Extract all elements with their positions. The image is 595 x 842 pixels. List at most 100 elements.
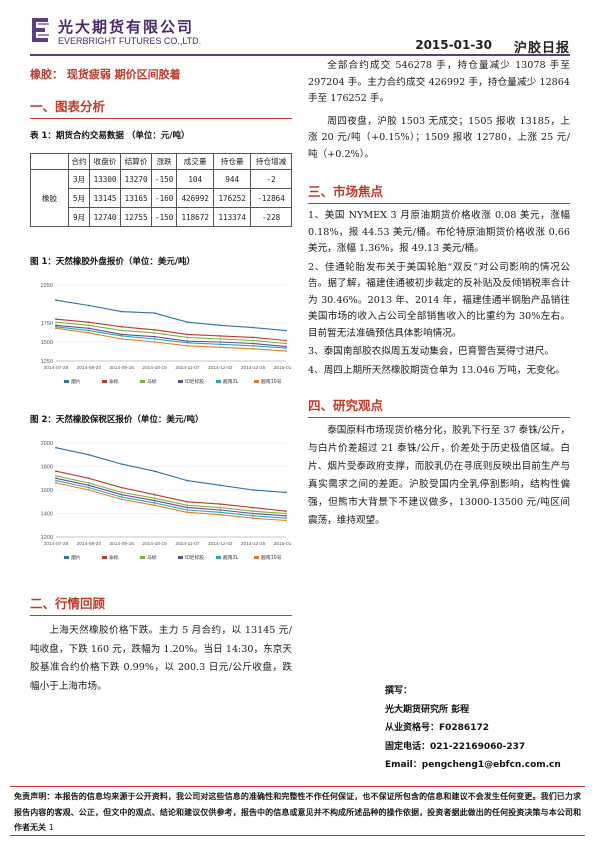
- legend-label: 烟片: [71, 554, 81, 561]
- data-point: [55, 446, 57, 449]
- data-point: [120, 329, 123, 332]
- data-point: [252, 326, 255, 329]
- disclaimer-text: 免责声明：本报告的信息均来源于公开资料，我公司对这些信息的准确性和完整性不作任何…: [14, 792, 581, 832]
- series-line: [55, 470, 287, 512]
- report-header: 光大期货有限公司 EVERBRIGHT FUTURES CO.,LTD. 201…: [30, 14, 570, 56]
- left-column: 橡胶： 现货疲弱 期价区间胶着 一、图表分析 表 1：期货合约交易数据 （单位：…: [30, 62, 292, 696]
- data-point: [219, 503, 222, 505]
- x-tick-label: 2014-10-15: [142, 541, 167, 547]
- data-point: [153, 493, 156, 496]
- x-tick-label: 2014-11-07: [175, 541, 200, 547]
- data-point: [153, 470, 156, 473]
- table-cell: -12864: [250, 188, 292, 208]
- legend-label: 越南3L: [223, 378, 239, 385]
- data-point: [285, 512, 287, 515]
- data-point: [219, 338, 222, 340]
- data-point: [186, 340, 189, 343]
- table-cell: -150: [151, 169, 178, 189]
- focus-item-3: 3、泰国南部胶农拟周五发动集会，巴育警告莫得寸进尺。: [308, 346, 554, 357]
- data-point: [87, 331, 90, 334]
- report-date: 2015-01-30: [415, 38, 492, 52]
- data-point: [120, 338, 123, 340]
- author-org: 光大期货研究所 彭程: [385, 704, 470, 715]
- chart1-caption: 图 1：天然橡胶外盘报价（单位：美元/吨）: [30, 257, 195, 267]
- series-line: [55, 475, 287, 515]
- right-column: 全部合约成交 546278 手，持仓量减少 13078 手至 297204 手。…: [308, 58, 570, 530]
- data-point: [252, 489, 255, 491]
- data-point: [285, 519, 287, 522]
- table-header-cell: 持仓增减: [250, 153, 292, 170]
- data-point: [55, 475, 57, 477]
- legend-label: 烟片: [71, 378, 81, 385]
- data-point: [120, 491, 123, 494]
- table-cell: 176252: [213, 188, 252, 208]
- data-point: [219, 324, 222, 327]
- disclaimer: 免责声明：本报告的信息均来源于公开资料，我公司对这些信息的准确性和完整性不作任何…: [10, 786, 585, 836]
- table-row: 5月 13145 13165 -160 426992 176252 -12864: [31, 188, 292, 208]
- data-point: [219, 511, 222, 514]
- table-product-cell: 橡胶: [30, 169, 69, 227]
- data-point: [153, 328, 156, 331]
- legend-label: 越南10号: [261, 378, 282, 385]
- table-cell: 13270: [120, 169, 153, 189]
- table-caption: 表 1：期货合约交易数据 （单位：元/吨）: [30, 131, 190, 141]
- data-point: [55, 470, 57, 473]
- legend-label: 泰标: [109, 378, 119, 385]
- author-email[interactable]: Email：pengcheng1@ebfcn.com.cn: [385, 760, 561, 771]
- legend-swatch: [140, 380, 145, 383]
- series-line: [55, 318, 287, 342]
- author-block: 撰写： 光大期货研究所 彭程 从业资格号：F0286172 固定电话：021-2…: [385, 683, 575, 776]
- series-line: [55, 480, 287, 519]
- legend-label: 马标: [147, 378, 157, 385]
- table-header-empty: [30, 153, 69, 170]
- section-divider: [30, 615, 292, 616]
- data-point: [55, 325, 57, 328]
- data-point: [186, 321, 189, 324]
- data-point: [186, 509, 189, 511]
- data-point: [55, 321, 57, 324]
- data-point: [120, 333, 123, 336]
- series-line: [55, 447, 287, 493]
- y-tick-label: 1250: [41, 359, 53, 365]
- data-point: [285, 347, 287, 349]
- table-cell: 944: [213, 169, 252, 189]
- section-market-focus: 三、市场焦点: [308, 181, 570, 204]
- legend-swatch: [216, 556, 221, 559]
- data-point: [55, 477, 57, 480]
- x-tick-label: 2014-08-20: [77, 365, 102, 371]
- table-cell: 3月: [67, 169, 91, 189]
- legend-swatch: [178, 556, 183, 559]
- series-line: [55, 321, 287, 345]
- table-cell: 12755: [120, 207, 153, 227]
- data-point: [153, 335, 156, 338]
- data-point: [252, 517, 255, 520]
- legend-swatch: [254, 380, 259, 383]
- data-point: [87, 482, 90, 484]
- data-point: [186, 500, 189, 503]
- table-cell: -150: [151, 207, 178, 227]
- data-point: [252, 336, 255, 339]
- data-point: [153, 338, 156, 340]
- y-tick-label: 1800: [41, 465, 53, 471]
- table-cell: -228: [250, 207, 292, 227]
- data-point: [285, 329, 287, 332]
- legend-swatch: [64, 380, 69, 383]
- x-tick-label: 2014-09-15: [109, 541, 134, 547]
- author-phone: 固定电话：021-22169060-237: [385, 741, 526, 752]
- data-point: [252, 347, 255, 350]
- data-point: [186, 344, 189, 347]
- x-tick-label: 2014-09-15: [109, 365, 134, 371]
- data-point: [120, 325, 123, 328]
- data-point: [186, 333, 189, 336]
- legend-label: 泰标: [109, 554, 119, 561]
- data-point: [252, 506, 255, 509]
- data-point: [55, 324, 57, 327]
- table-header-cell: 成交量: [176, 153, 215, 170]
- data-point: [219, 341, 222, 343]
- y-tick-label: 2000: [41, 441, 53, 447]
- data-point: [87, 486, 90, 489]
- x-tick-label: 2014-12-02: [208, 541, 233, 547]
- table-cell: 426992: [176, 188, 215, 208]
- section-title-market-focus: 三、市场焦点: [308, 184, 384, 199]
